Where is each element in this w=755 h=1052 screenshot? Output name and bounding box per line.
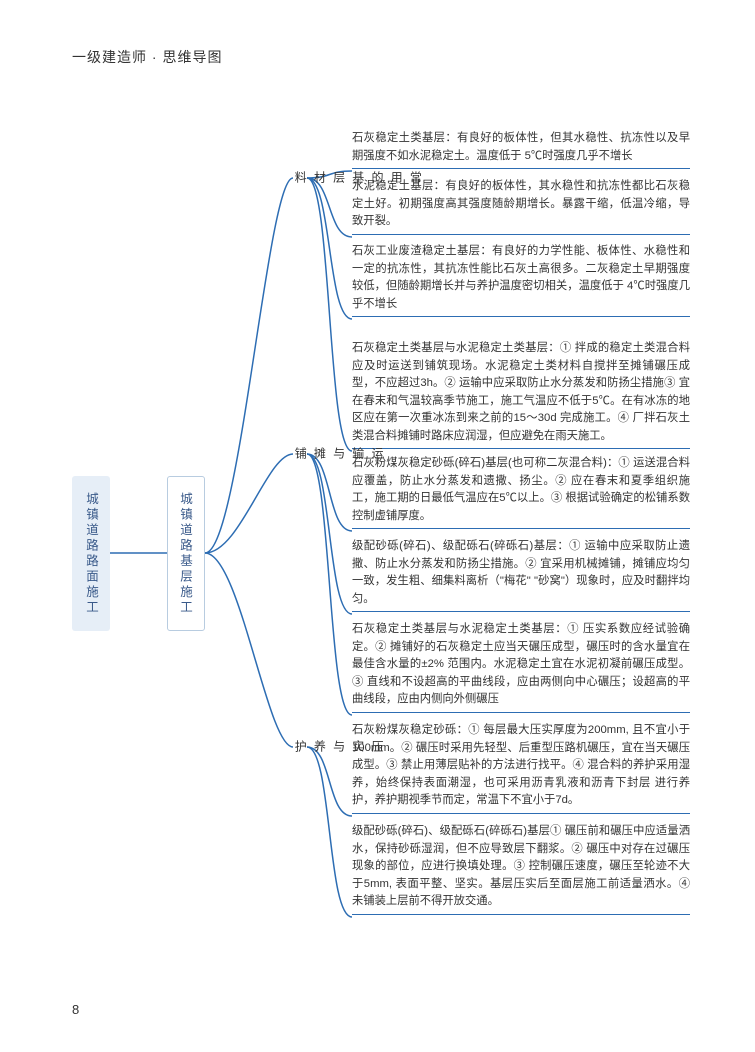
leaf-node: 石灰工业废渣稳定土基层：有良好的力学性能、板体性、水稳性和一定的抗冻性，其抗冻性…	[352, 243, 690, 317]
leaf-text: 级配砂砾(碎石)、级配砾石(碎砾石)基层① 碾压前和碾压中应适量洒水，保持砂砾湿…	[352, 823, 690, 911]
leaf-text: 石灰工业废渣稳定土基层：有良好的力学性能、板体性、水稳性和一定的抗冻性，其抗冻性…	[352, 243, 690, 313]
leaf-text: 级配砂砾(碎石)、级配砾石(碎砾石)基层：① 运输中应采取防止遗撒、防止水分蒸发…	[352, 538, 690, 608]
root-node: 城镇道路路面施工	[72, 476, 110, 631]
leaf-node: 石灰粉煤灰稳定砂砾：① 每层最大压实厚度为200mm, 且不宜小于100mm。②…	[352, 722, 690, 814]
leaf-text: 石灰稳定土类基层：有良好的板体性，但其水稳性、抗冻性以及早期强度不如水泥稳定土。…	[352, 130, 690, 165]
leaf-node: 石灰粉煤灰稳定砂砾(碎石)基层(也可称二灰混合料)：① 运送混合料应覆盖，防止水…	[352, 455, 690, 529]
level2-node: 城镇道路基层施工	[167, 476, 205, 631]
leaf-node: 石灰稳定土类基层：有良好的板体性，但其水稳性、抗冻性以及早期强度不如水泥稳定土。…	[352, 130, 690, 169]
leaf-node: 级配砂砾(碎石)、级配砾石(碎砾石)基层① 碾压前和碾压中应适量洒水，保持砂砾湿…	[352, 823, 690, 915]
page-number: 8	[72, 1002, 79, 1017]
leaf-text: 水泥稳定土基层：有良好的板体性，其水稳性和抗冻性都比石灰稳定土好。初期强度高其强…	[352, 178, 690, 231]
leaf-text: 石灰粉煤灰稳定砂砾(碎石)基层(也可称二灰混合料)：① 运送混合料应覆盖，防止水…	[352, 455, 690, 525]
leaf-node: 石灰稳定土类基层与水泥稳定土类基层：① 拌成的稳定土类混合料应及时运送到铺筑现场…	[352, 340, 690, 449]
page-header: 一级建造师 · 思维导图	[72, 47, 222, 67]
leaf-node: 级配砂砾(碎石)、级配砾石(碎砾石)基层：① 运输中应采取防止遗撒、防止水分蒸发…	[352, 538, 690, 612]
leaf-text: 石灰粉煤灰稳定砂砾：① 每层最大压实厚度为200mm, 且不宜小于100mm。②…	[352, 722, 690, 810]
leaf-node: 水泥稳定土基层：有良好的板体性，其水稳性和抗冻性都比石灰稳定土好。初期强度高其强…	[352, 178, 690, 235]
leaf-text: 石灰稳定土类基层与水泥稳定土类基层：① 拌成的稳定土类混合料应及时运送到铺筑现场…	[352, 340, 690, 445]
leaf-node: 石灰稳定土类基层与水泥稳定土类基层：① 压实系数应经试验确定。② 摊铺好的石灰稳…	[352, 621, 690, 713]
leaf-text: 石灰稳定土类基层与水泥稳定土类基层：① 压实系数应经试验确定。② 摊铺好的石灰稳…	[352, 621, 690, 709]
